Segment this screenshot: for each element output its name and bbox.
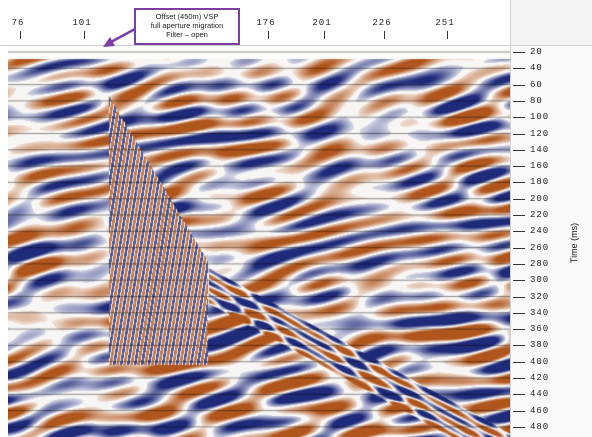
- seismic-section-image: [8, 45, 510, 437]
- time-axis-tick: 120: [530, 128, 550, 139]
- time-axis-tick: 260: [530, 242, 550, 253]
- top-axis-tick: 176: [256, 18, 276, 28]
- time-axis-tick: 100: [530, 112, 550, 123]
- time-axis-mark: [513, 100, 525, 102]
- time-axis-tick: 460: [530, 405, 550, 416]
- top-axis-tick: 201: [312, 18, 332, 28]
- time-axis-tick: 60: [530, 79, 543, 90]
- time-axis-mark: [513, 68, 525, 70]
- top-trace-axis: 76 101 126 151 176 201 226 251: [0, 0, 510, 46]
- top-axis-mark: [268, 31, 269, 39]
- time-axis-mark: [513, 247, 525, 249]
- time-axis-tick: 380: [530, 340, 550, 351]
- top-axis-tick: 76: [11, 18, 25, 28]
- time-axis-tick: 160: [530, 161, 550, 172]
- annotation-box: Offset (450m) VSP full aperture migratio…: [134, 8, 240, 45]
- time-axis-mark: [513, 215, 525, 216]
- annotation-line: Offset (450m) VSP: [155, 12, 219, 21]
- time-axis-tick: 20: [530, 47, 543, 57]
- time-axis-mark: [513, 426, 525, 428]
- right-header-corner: [510, 0, 592, 46]
- time-axis-tick: 140: [530, 144, 550, 155]
- top-axis-mark: [384, 31, 385, 39]
- time-axis-mark: [513, 84, 525, 86]
- time-axis-tick: 240: [530, 226, 550, 237]
- time-axis-tick: 40: [530, 63, 543, 74]
- time-axis-mark: [513, 296, 525, 298]
- time-axis-mark: [513, 361, 525, 363]
- time-axis-mark: [513, 394, 525, 396]
- annotation-line: full aperture migration: [150, 21, 224, 30]
- time-axis-tick: 320: [530, 291, 550, 302]
- top-axis-tick: 101: [72, 18, 92, 28]
- time-axis-mark: [513, 149, 525, 151]
- time-axis-mark: [513, 263, 525, 265]
- time-axis-mark: [513, 117, 525, 119]
- time-axis-tick: 280: [530, 258, 550, 269]
- top-axis-mark: [324, 31, 325, 39]
- time-axis-tick: 300: [530, 275, 550, 286]
- time-axis-mark: [513, 378, 525, 379]
- time-axis-mark: [513, 198, 525, 200]
- top-axis-mark: [20, 31, 21, 39]
- top-axis-tick: 251: [435, 18, 455, 28]
- time-axis-mark: [513, 329, 525, 331]
- annotation-line: Filter – open: [166, 30, 208, 39]
- time-axis-mark: [513, 312, 525, 314]
- time-axis-tick: 340: [530, 307, 550, 318]
- time-axis-mark: [513, 231, 525, 233]
- time-axis-tick: 180: [530, 177, 550, 188]
- time-axis-tick: 420: [530, 373, 550, 383]
- time-axis-mark: [513, 280, 525, 282]
- time-axis-tick: 200: [530, 193, 550, 204]
- top-axis-tick: 226: [372, 18, 392, 28]
- time-axis-tick: 220: [530, 210, 550, 220]
- time-axis-tick: 360: [530, 324, 550, 335]
- time-axis-tick: 440: [530, 389, 550, 400]
- time-axis-mark: [513, 410, 525, 412]
- top-axis-mark: [84, 31, 85, 39]
- top-axis-mark: [447, 31, 448, 39]
- time-axis-mark: [513, 166, 525, 168]
- time-axis-mark: [513, 133, 525, 135]
- time-axis-tick: 480: [530, 421, 550, 432]
- time-axis-mark: [513, 345, 525, 347]
- time-axis-tick: 400: [530, 356, 550, 367]
- time-axis-mark: [513, 182, 525, 184]
- time-axis-tick: 80: [530, 95, 543, 106]
- right-axis-panel: [510, 0, 592, 437]
- arrow-icon: [103, 27, 136, 47]
- time-axis-mark: [513, 52, 525, 53]
- time-axis-title: Time (ms): [569, 222, 580, 264]
